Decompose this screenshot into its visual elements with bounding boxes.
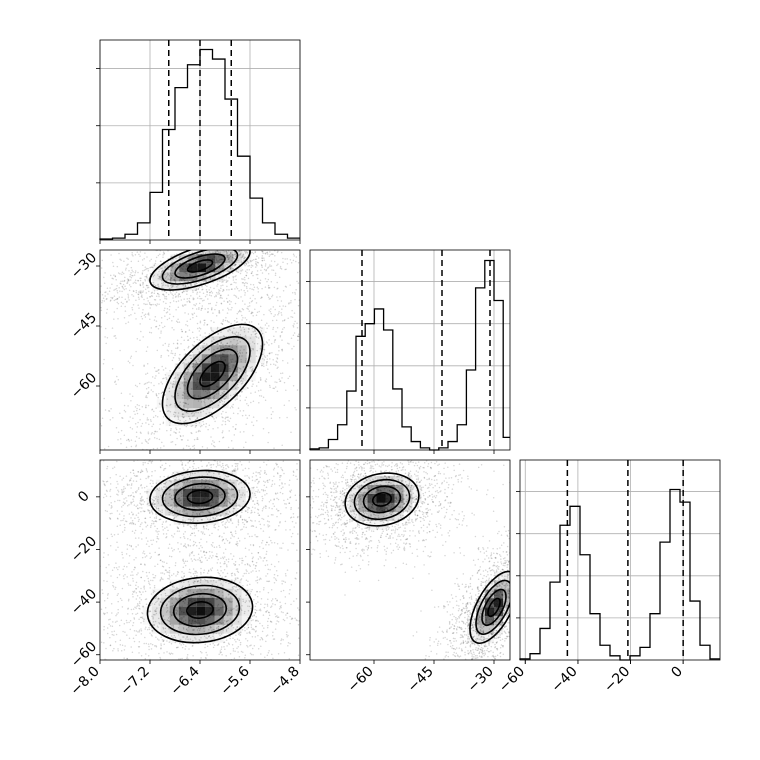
y-tick-label-2-0: −60 xyxy=(68,639,100,671)
contour-line-1-0 xyxy=(487,597,501,618)
y-tick-label-1-2: −30 xyxy=(68,250,100,282)
contour-line-1-0 xyxy=(186,601,214,619)
y-tick-label-1-0: −60 xyxy=(68,370,100,402)
contour-line-1-2 xyxy=(174,336,251,412)
contour-line-0-2 xyxy=(161,250,239,285)
x-tick-label-0-3: −5.6 xyxy=(217,663,252,698)
contour-line-0-1 xyxy=(362,485,402,514)
density-shading-1 xyxy=(165,327,265,427)
contour-line-0-1 xyxy=(174,253,226,279)
x-tick-label-2-1: −40 xyxy=(549,664,581,696)
histogram-panel-1 xyxy=(306,249,511,454)
contour-line-0-3 xyxy=(149,469,251,524)
y-tick-label-2-3: 0 xyxy=(75,488,93,506)
contour-line-1-2 xyxy=(475,579,510,635)
contour-line-0-2 xyxy=(353,478,411,521)
contour-line-0-3 xyxy=(344,472,420,527)
y-tick-label-1-1: −45 xyxy=(68,310,100,342)
density-shading-1 xyxy=(151,579,251,643)
contour-line-0-2 xyxy=(161,476,239,518)
y-tick-label-2-2: −20 xyxy=(68,533,100,565)
histogram-background xyxy=(520,460,720,660)
contour-line-1-3 xyxy=(161,323,264,425)
contour-line-1-3 xyxy=(469,570,510,644)
joint-background xyxy=(100,250,300,450)
histogram-frame xyxy=(309,249,511,451)
histogram-background xyxy=(310,250,510,450)
x-tick-label-1-0: −60 xyxy=(345,664,377,696)
x-tick-label-0-0: −8.0 xyxy=(67,664,102,699)
contour-line-0-3 xyxy=(149,250,251,291)
x-tick-label-2-3: 0 xyxy=(668,664,686,682)
contour-line-1-0 xyxy=(199,360,226,388)
x-tick-label-2-0: −60 xyxy=(496,664,528,696)
contour-line-0-0 xyxy=(186,259,214,273)
y-tick-label-2-1: −40 xyxy=(68,586,100,618)
contour-line-1-3 xyxy=(146,576,254,644)
histogram-frame xyxy=(99,39,301,241)
contour-line-0-1 xyxy=(174,482,226,511)
histogram-step-line xyxy=(309,259,510,451)
joint-panel-0 xyxy=(99,249,301,451)
x-tick-label-0-1: −7.2 xyxy=(117,664,152,699)
x-tick-label-2-2: −20 xyxy=(601,664,633,696)
histogram-panel-0 xyxy=(96,39,301,244)
x-tick-label-1-2: −30 xyxy=(465,664,497,696)
histogram-panel-2 xyxy=(516,459,721,664)
x-tick-label-0-2: −6.4 xyxy=(167,663,202,698)
contour-line-1-1 xyxy=(481,588,507,627)
contour-line-1-2 xyxy=(159,584,241,636)
joint-panel-1 xyxy=(99,459,301,661)
contour-line-1-1 xyxy=(172,592,228,628)
contour-line-0-0 xyxy=(371,492,393,507)
histogram-frame xyxy=(519,459,721,661)
joint-frame xyxy=(309,459,511,661)
contour-line-0-0 xyxy=(186,489,214,505)
density-shading-0 xyxy=(152,250,252,291)
joint-panel-2 xyxy=(309,459,511,661)
x-tick-label-1-1: −45 xyxy=(405,664,437,696)
contour-line-1-1 xyxy=(186,348,239,400)
x-tick-label-0-4: −4.8 xyxy=(267,664,302,699)
